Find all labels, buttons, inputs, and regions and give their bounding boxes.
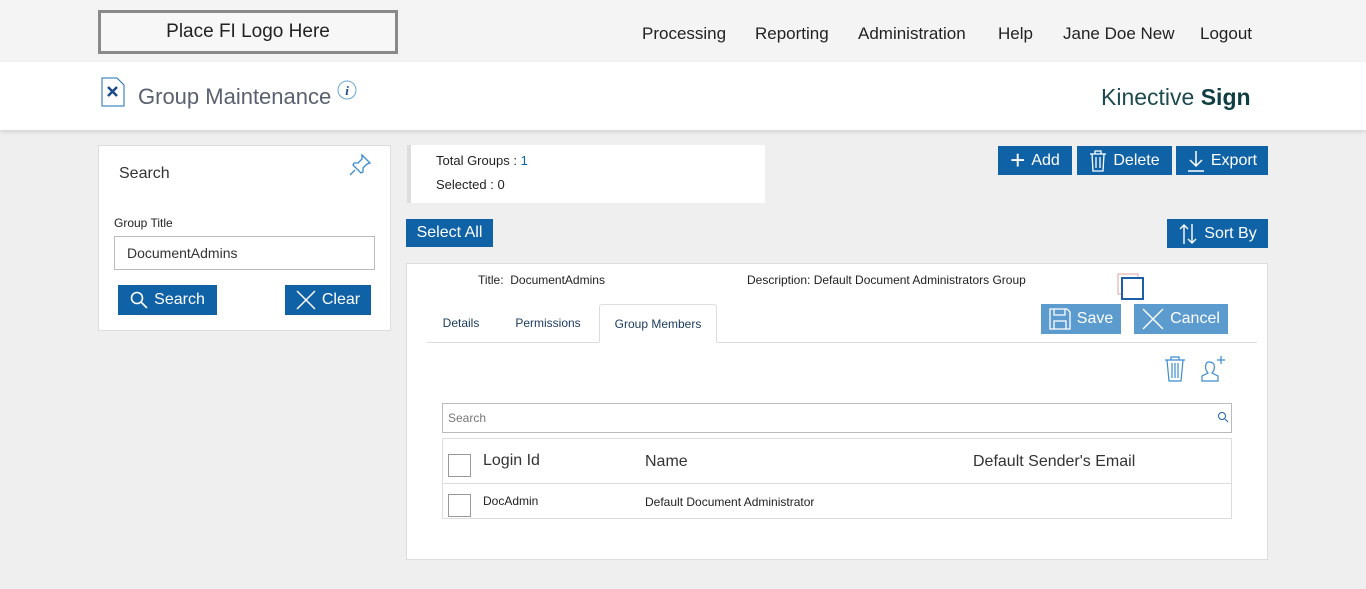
delete-label: Delete — [1113, 151, 1160, 169]
copy-icon[interactable] — [1117, 273, 1145, 301]
sort-by-label: Sort By — [1204, 224, 1257, 242]
cancel-button[interactable]: Cancel — [1134, 304, 1228, 334]
summary-box — [407, 145, 765, 203]
fi-logo: Place FI Logo Here — [98, 10, 398, 54]
search-icon[interactable] — [1217, 411, 1229, 423]
page-title: Group Maintenance — [138, 84, 332, 109]
nav-help[interactable]: Help — [998, 24, 1033, 43]
group-title-input[interactable]: DocumentAdmins — [114, 236, 375, 270]
close-icon — [296, 290, 316, 310]
select-all-button[interactable]: Select All — [406, 219, 493, 247]
clear-button-label: Clear — [321, 291, 361, 308]
tab-group-members[interactable]: Group Members — [599, 304, 717, 343]
download-icon — [1187, 150, 1204, 172]
nav-processing[interactable]: Processing — [642, 24, 727, 43]
cancel-label: Cancel — [1170, 310, 1220, 327]
add-member-icon[interactable] — [1201, 355, 1227, 383]
members-search-input[interactable]: Search — [442, 403, 1232, 433]
info-icon[interactable]: i — [337, 80, 357, 100]
tab-permissions[interactable]: Permissions — [515, 316, 581, 330]
search-panel-heading: Search — [119, 165, 170, 182]
trash-icon — [1090, 149, 1107, 172]
members-table — [442, 438, 1232, 519]
search-button[interactable]: Search — [118, 285, 217, 315]
search-button-label: Search — [154, 291, 205, 308]
page-header — [0, 62, 1366, 130]
nav-logout[interactable]: Logout — [1200, 24, 1252, 43]
column-default-sender-email[interactable]: Default Sender's Email — [973, 453, 1136, 470]
export-button[interactable]: Export — [1176, 146, 1268, 175]
save-icon — [1049, 308, 1071, 330]
delete-button[interactable]: Delete — [1077, 146, 1172, 175]
select-all-members-checkbox[interactable] — [448, 454, 471, 477]
tabs-divider — [427, 342, 1257, 343]
nav-user[interactable]: Jane Doe New — [1063, 24, 1175, 43]
group-title: Title: DocumentAdmins — [478, 273, 605, 287]
row-login-id: DocAdmin — [483, 494, 539, 508]
row-checkbox[interactable] — [448, 494, 471, 517]
row-divider — [443, 483, 1231, 484]
add-button[interactable]: + Add — [998, 145, 1072, 175]
sort-by-button[interactable]: Sort By — [1167, 219, 1268, 248]
export-label: Export — [1210, 151, 1258, 169]
clear-button[interactable]: Clear — [285, 285, 371, 315]
pin-icon[interactable] — [348, 153, 372, 177]
group-description: Description: Default Document Administra… — [747, 273, 1026, 287]
tab-details[interactable]: Details — [442, 316, 480, 330]
plus-icon: + — [1010, 145, 1026, 175]
column-name[interactable]: Name — [645, 453, 688, 470]
save-button[interactable]: Save — [1041, 304, 1121, 334]
svg-text:i: i — [345, 83, 349, 98]
row-name: Default Document Administrator — [645, 495, 815, 509]
column-login-id[interactable]: Login Id — [483, 452, 540, 469]
delete-member-icon[interactable] — [1164, 356, 1186, 382]
nav-reporting[interactable]: Reporting — [755, 24, 829, 43]
sort-icon — [1179, 223, 1197, 244]
nav-administration[interactable]: Administration — [858, 24, 966, 43]
selected-count: Selected : 0 — [436, 177, 505, 192]
search-icon — [130, 291, 148, 309]
group-title-label: Group Title — [114, 216, 173, 230]
close-icon — [1142, 308, 1164, 330]
brand-logo: Kinective Sign — [1101, 84, 1251, 110]
total-groups: Total Groups : 1 — [436, 153, 528, 168]
group-maintenance-icon — [101, 77, 125, 107]
save-label: Save — [1076, 310, 1114, 327]
add-label: Add — [1031, 151, 1060, 169]
